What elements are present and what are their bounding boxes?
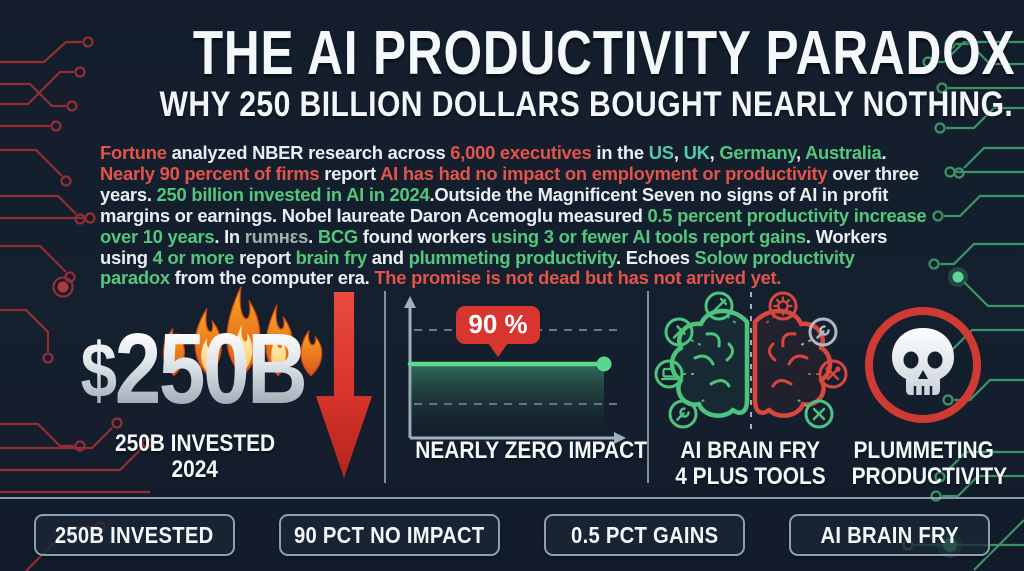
page-title: THE AI PRODUCTIVITY PARADOX <box>192 19 1016 88</box>
footer-button-label: 0.5 PCT GAINS <box>570 521 718 548</box>
summary-segment: found workers <box>357 225 492 247</box>
summary-paragraph: Fortune analyzed NBER research across 6,… <box>100 142 928 289</box>
footer-button-1[interactable]: 90 PCT NO IMPACT <box>279 514 500 556</box>
skull-caption: PLUMMETING PRODUCTIVITY <box>851 437 1008 490</box>
footer-button-3[interactable]: AI BRAIN FRY <box>788 514 990 556</box>
laptop-icon <box>654 359 684 389</box>
summary-segment: , <box>795 142 806 163</box>
summary-segment: . In <box>214 225 245 247</box>
summary-segment: 4 or more <box>152 246 235 268</box>
crossed-wrenches-icon <box>818 359 848 389</box>
summary-segment: 6,000 executives <box>450 142 592 163</box>
zero-impact-chart: 90 % <box>404 296 626 444</box>
summary-segment: Nearly 90 percent of firms <box>100 162 320 184</box>
skull-ring <box>865 307 981 423</box>
summary-segment: brain fry <box>295 246 368 268</box>
summary-segment: , <box>709 142 720 163</box>
footer-button-0[interactable]: 250B INVESTED <box>34 514 236 556</box>
summary-segment: The promise is not dead but has not arri… <box>374 267 782 289</box>
summary-segment: BCG <box>317 225 358 247</box>
crossed-tools-icon <box>804 399 834 429</box>
summary-segment: analyzed NBER research across <box>166 142 451 163</box>
summary-segment: from the computer era. <box>169 267 375 289</box>
svg-text:90 %: 90 % <box>468 309 527 339</box>
header: THE AI PRODUCTIVITY PARADOX WHY 250 BILL… <box>90 22 1014 124</box>
page-subtitle: WHY 250 BILLION DOLLARS BOUGHT NEARLY NO… <box>159 85 1014 124</box>
ai-brain-graphic <box>654 291 848 430</box>
footer-button-row: 250B INVESTED 90 PCT NO IMPACT 0.5 PCT GAI… <box>34 514 990 556</box>
summary-segment: and <box>366 246 409 268</box>
summary-segment: . Echoes <box>616 246 695 268</box>
summary-segment: AI has had no impact on employment or pr… <box>380 162 828 184</box>
chart-endpoint-dot <box>596 356 612 372</box>
summary-segment: . Workers using <box>100 225 888 268</box>
summary-segment: 250 billion invested in AI in 2024 <box>156 183 430 205</box>
brain-caption: AI BRAIN FRY 4 PLUS TOOLS <box>674 437 826 490</box>
footer-divider-line <box>0 497 1024 499</box>
summary-segment: in the <box>591 142 649 163</box>
summary-segment: rumнεs <box>244 225 309 247</box>
summary-segment: UK <box>683 142 710 163</box>
fire-icon <box>162 286 323 377</box>
wrench-icon <box>668 399 698 429</box>
panel-divider <box>647 291 649 483</box>
impact-caption: NEARLY ZERO IMPACT <box>415 437 647 464</box>
screwdriver-icon <box>704 291 734 321</box>
chart-area-fill <box>410 364 604 436</box>
currency-symbol: $ <box>80 326 115 414</box>
gear-icon <box>768 291 798 321</box>
summary-segment: Fortune <box>100 142 167 163</box>
footer-button-label: 250B INVESTED <box>55 521 214 548</box>
summary-segment: Solow productivity paradox <box>100 246 855 289</box>
summary-segment: report <box>234 246 296 268</box>
footer-button-label: AI BRAIN FRY <box>820 521 959 548</box>
ninety-percent-badge: 90 % <box>456 306 540 357</box>
summary-segment: .Outside the Magnificent Seven no signs … <box>100 183 889 226</box>
summary-segment: plummeting productivity <box>408 246 617 268</box>
summary-segment: . <box>881 142 887 163</box>
summary-segment: . <box>308 225 318 247</box>
summary-segment: 0.5 percent productivity increase over 1… <box>100 204 927 247</box>
panel-divider <box>384 291 386 483</box>
summary-segment: Germany <box>719 142 796 163</box>
summary-segment: using 3 or fewer AI tools report gains <box>491 225 806 247</box>
summary-segment: over three years. <box>100 162 919 205</box>
summary-segment: Australia <box>805 142 882 163</box>
footer-button-2[interactable]: 0.5 PCT GAINS <box>543 514 745 556</box>
invested-amount: $250B <box>75 314 312 424</box>
summary-segment: , <box>673 142 684 163</box>
skull-icon <box>865 307 981 423</box>
hammer-icon <box>664 317 694 347</box>
summary-segment: US <box>648 142 674 163</box>
wrench-icon <box>808 317 838 347</box>
invested-caption: 250B INVESTED 2024 <box>114 430 276 483</box>
footer-button-label: 90 PCT NO IMPACT <box>294 521 485 548</box>
summary-segment: report <box>319 162 381 184</box>
